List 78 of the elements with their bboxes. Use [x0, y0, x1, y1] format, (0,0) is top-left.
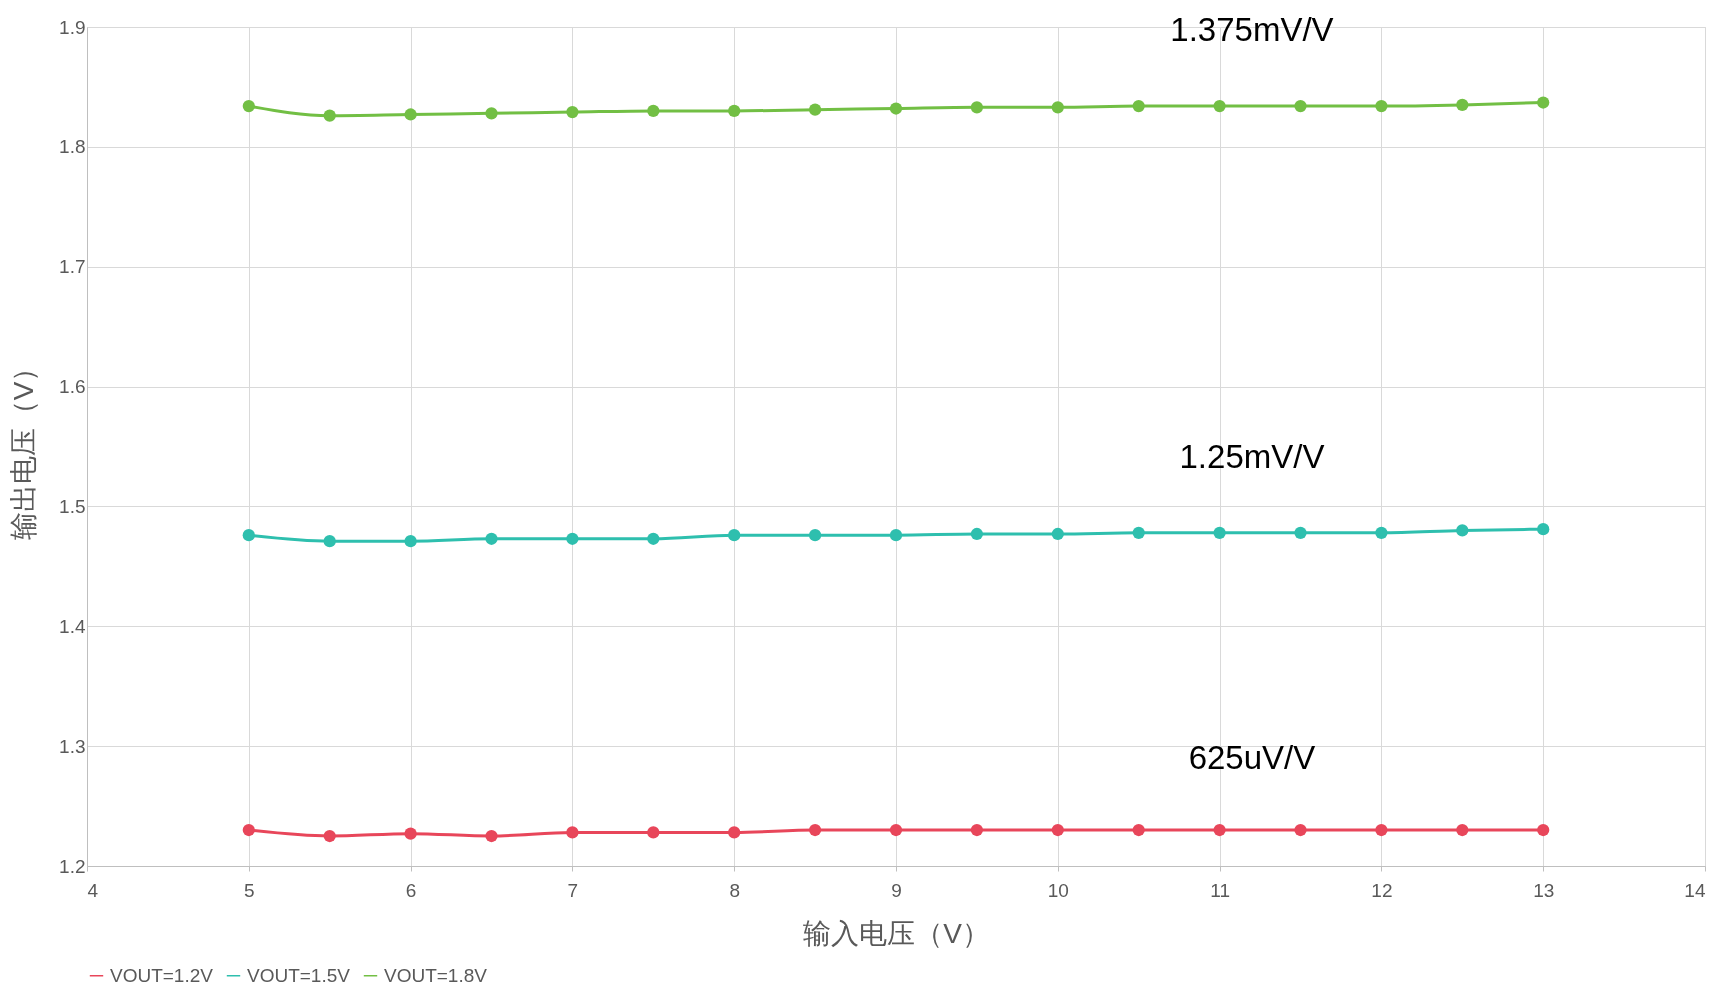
x-tick-label: 10	[1047, 879, 1069, 901]
point	[889, 823, 903, 837]
x-tick-label: 8	[729, 879, 740, 901]
point	[1132, 823, 1145, 837]
y-axis-title: 输出电压（V）	[8, 353, 40, 541]
y-tick-label: 1.6	[59, 376, 86, 398]
point	[404, 535, 417, 548]
point	[1537, 823, 1550, 837]
point	[889, 529, 903, 542]
point	[728, 826, 741, 839]
annotation: 1.375mV/V	[1170, 11, 1334, 49]
y-tick-label: 1.4	[59, 615, 86, 637]
point	[1132, 99, 1145, 113]
point	[1294, 99, 1307, 113]
point	[242, 99, 255, 113]
y-tick-label: 1.2	[59, 855, 86, 877]
point	[970, 101, 984, 114]
legend-label: VOUT=1.2V	[110, 964, 214, 986]
x-tick-label: 9	[891, 879, 902, 901]
point	[485, 532, 498, 545]
y-tick-label: 1.9	[59, 16, 86, 38]
point	[647, 532, 660, 545]
point	[808, 823, 822, 837]
point	[1375, 823, 1388, 837]
x-tick-label: 4	[87, 879, 99, 901]
point	[485, 829, 498, 843]
point	[808, 103, 822, 116]
point	[404, 827, 417, 840]
x-tick-label: 11	[1210, 879, 1230, 901]
y-tick-label: 1.8	[59, 136, 86, 158]
point	[1375, 526, 1388, 539]
annotation: 625uV/V	[1188, 738, 1316, 776]
point	[323, 535, 336, 548]
point	[1375, 99, 1388, 113]
point	[1132, 526, 1145, 539]
point	[323, 109, 336, 122]
point	[970, 527, 984, 541]
point	[1456, 524, 1469, 537]
legend-label: VOUT=1.5V	[247, 964, 351, 986]
point	[970, 823, 984, 837]
point	[1456, 98, 1469, 112]
point	[1294, 526, 1307, 539]
x-tick-label: 13	[1533, 879, 1555, 901]
point	[566, 532, 579, 545]
point	[889, 102, 903, 115]
point	[647, 826, 660, 839]
point	[728, 104, 741, 118]
point	[485, 107, 498, 120]
point	[566, 105, 579, 119]
y-tick-label: 1.3	[59, 735, 86, 757]
x-tick-label: 14	[1684, 879, 1706, 901]
point	[566, 826, 579, 839]
point	[1537, 523, 1550, 536]
point	[728, 529, 741, 542]
point	[242, 529, 255, 542]
point	[404, 108, 417, 121]
point	[1051, 823, 1064, 837]
point	[242, 823, 255, 837]
x-tick-label: 12	[1371, 879, 1393, 901]
x-tick-label: 5	[244, 879, 255, 901]
y-tick-label: 1.5	[59, 495, 86, 517]
point	[1456, 823, 1469, 837]
point	[808, 529, 822, 542]
point	[1294, 823, 1307, 837]
annotation: 1.25mV/V	[1179, 437, 1325, 475]
point	[647, 104, 660, 118]
point	[1051, 527, 1064, 541]
point	[1213, 99, 1226, 113]
y-tick-label: 1.7	[59, 256, 86, 278]
x-tick-label: 6	[405, 879, 417, 901]
point	[323, 829, 336, 843]
point	[1537, 96, 1550, 109]
point	[1213, 823, 1226, 837]
legend-label: VOUT=1.8V	[384, 964, 488, 986]
x-axis-title: 输入电压（V）	[803, 917, 990, 949]
point	[1213, 526, 1226, 539]
point	[1051, 101, 1064, 114]
x-tick-label: 7	[567, 879, 579, 901]
